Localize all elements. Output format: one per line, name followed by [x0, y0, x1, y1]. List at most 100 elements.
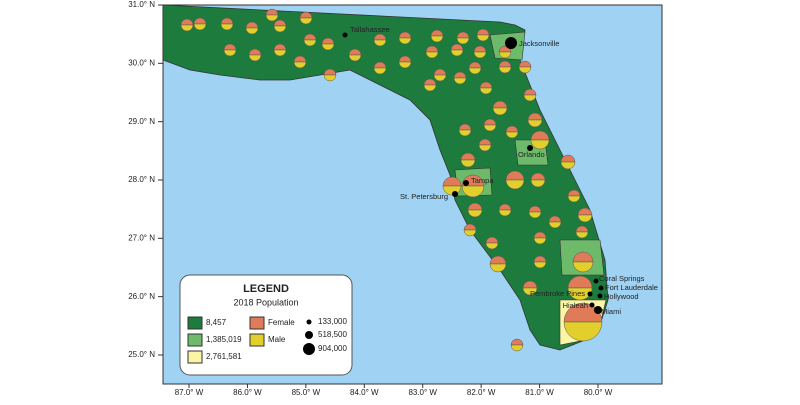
pie-female	[467, 202, 483, 211]
city-label: Tampa	[471, 176, 494, 185]
pie-female	[505, 170, 525, 181]
pie-male	[430, 35, 444, 43]
pie-male	[527, 119, 543, 128]
pie-male	[245, 27, 259, 35]
pie-female	[505, 125, 519, 133]
lon-label: 85.0° W	[292, 388, 321, 397]
pie-female	[577, 207, 593, 216]
pie-male	[563, 321, 603, 342]
city-label: Orlando	[518, 150, 545, 159]
pie-female	[530, 130, 550, 141]
pie-female	[423, 78, 437, 86]
pie-male	[522, 287, 538, 296]
pie-female	[373, 33, 387, 41]
pie-female	[248, 48, 262, 56]
city-dot	[463, 180, 469, 186]
pie-female	[548, 215, 562, 223]
pie-female	[425, 45, 439, 53]
city-dot	[597, 293, 603, 299]
lat-label: 27.0° N	[128, 233, 155, 242]
pie-female	[476, 28, 490, 36]
pie-female	[489, 255, 507, 265]
pie-female	[533, 231, 547, 239]
lat-label: 31.0° N	[128, 0, 155, 9]
pie-female	[523, 88, 537, 96]
pie-male	[498, 51, 512, 59]
lon-label: 80.0° W	[584, 388, 613, 397]
lat-label: 26.0° N	[128, 292, 155, 301]
pie-male	[463, 229, 477, 237]
pie-female	[572, 251, 594, 263]
pie-female	[492, 100, 508, 109]
lon-label: 87.0° W	[175, 388, 204, 397]
pie-male	[489, 263, 507, 273]
pie-male	[476, 34, 490, 42]
pie-male	[530, 139, 550, 150]
pie-female	[442, 176, 462, 187]
lon-label: 86.0° W	[233, 388, 262, 397]
pie-male	[450, 49, 464, 57]
pie-male	[248, 54, 262, 62]
swatch	[249, 333, 265, 347]
pie-male	[220, 23, 234, 31]
pie-female	[265, 8, 279, 16]
pie-male	[398, 61, 412, 69]
pie-female	[483, 118, 497, 126]
pie-female	[498, 203, 512, 211]
city-label: Coral Springs	[599, 274, 645, 283]
pie-male	[373, 39, 387, 47]
city-dot	[527, 145, 533, 151]
city-label: Hollywood	[604, 292, 639, 301]
lon-label: 82.0° W	[467, 388, 496, 397]
pie-female	[220, 17, 234, 25]
pie-male	[530, 179, 546, 188]
pie-female	[478, 138, 492, 146]
pie-female	[563, 302, 603, 323]
pie-female	[468, 61, 482, 69]
pie-female	[479, 81, 493, 89]
pie-male	[456, 37, 470, 45]
pie-female	[456, 31, 470, 39]
pie-male	[523, 94, 537, 102]
pie-male	[458, 129, 472, 137]
lon-label: 83.0° W	[408, 388, 437, 397]
pie-male	[498, 66, 512, 74]
pie-male	[273, 25, 287, 33]
pie-female	[193, 17, 207, 25]
pie-male	[528, 211, 542, 219]
pie-male	[498, 209, 512, 217]
pie-male	[478, 144, 492, 152]
pie-male	[180, 24, 194, 32]
pie-male	[425, 51, 439, 59]
pie-female	[518, 60, 532, 68]
swatch	[187, 333, 203, 347]
pie-female	[485, 236, 499, 244]
pie-male	[485, 242, 499, 250]
city-dot	[598, 285, 604, 291]
lon-label: 84.0° W	[350, 388, 379, 397]
legend: LEGEND 2018 Population 8,457 1,385,019 2…	[179, 274, 353, 376]
pie-male	[548, 221, 562, 229]
pie-female	[348, 48, 362, 56]
pie-male	[321, 43, 335, 51]
legend-label: 2,761,581	[206, 352, 242, 361]
pie-female	[398, 55, 412, 63]
pie-female	[567, 189, 581, 197]
pie-male	[273, 49, 287, 57]
city-label: Pembroke Pines	[530, 289, 585, 298]
pie-male	[492, 107, 508, 116]
pie-male	[467, 209, 483, 218]
city-label: Fort Lauderdale	[605, 283, 658, 292]
legend-subtitle: 2018 Population	[233, 297, 298, 307]
pie-male	[193, 23, 207, 31]
pie-female	[299, 11, 313, 19]
city-dot	[593, 278, 599, 284]
pie-female	[528, 205, 542, 213]
pie-male	[303, 39, 317, 47]
city-dot	[587, 291, 593, 297]
pie-male	[572, 261, 594, 273]
pie-female	[273, 19, 287, 27]
pie-female	[321, 37, 335, 45]
city-dot	[594, 306, 602, 314]
